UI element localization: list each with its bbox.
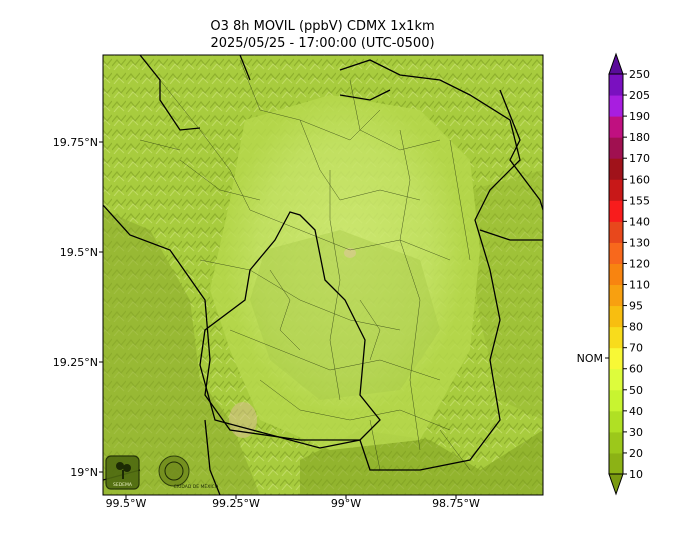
colorbar-tick-label: 60: [629, 363, 643, 376]
colorbar-segment: [609, 452, 623, 475]
colorbar-tick-label: 95: [629, 300, 643, 313]
elevated-patch: [229, 402, 257, 438]
colorbar-tick-label: 20: [629, 447, 643, 460]
sedema-logo: SEDEMA: [105, 455, 140, 490]
colorbar-tick-label: 140: [629, 215, 650, 228]
colorbar-segment: [609, 410, 623, 433]
lon-label-9925: 99.25°W: [212, 497, 260, 510]
lon-label-9875: 98.75°W: [432, 497, 480, 510]
colorbar-tick-label: 205: [629, 89, 650, 102]
colorbar-tick-label: 70: [629, 342, 643, 355]
colorbar-segment: [609, 137, 623, 159]
valley-core: [250, 230, 440, 400]
cdmx-logo: CIUDAD DE MÉXICO: [158, 455, 219, 490]
colorbar-segment: [609, 116, 623, 138]
cdmx-logo-text: CIUDAD DE MÉXICO: [174, 482, 219, 490]
colorbar-segment: [609, 347, 623, 370]
colorbar-outline: [608, 73, 624, 475]
colorbar-extend-max: [608, 52, 624, 75]
mountain-zone-west: [103, 210, 260, 495]
colorbar-tick-label: 10: [629, 468, 643, 481]
colorbar-tick-label: 130: [629, 236, 650, 249]
colorbar-segment: [609, 431, 623, 454]
lon-label-995: 99.5°W: [106, 497, 147, 510]
colorbar-tick-label: 180: [629, 131, 650, 144]
elevated-patch-2: [344, 248, 356, 258]
colorbar-segment: [609, 74, 623, 96]
colorbar-segment: [609, 95, 623, 117]
colorbar-segment: [609, 305, 623, 328]
colorbar-tick-label: 50: [629, 384, 643, 397]
lat-label-19: 19°N: [70, 466, 98, 479]
colorbar-tick-label: 170: [629, 152, 650, 165]
colorbar-tick-label: 160: [629, 173, 650, 186]
colorbar-segment: [609, 326, 623, 349]
colorbar-tick-label: 155: [629, 194, 650, 207]
lat-label-195: 19.5°N: [60, 246, 98, 259]
colorbar-segment: [609, 368, 623, 391]
sedema-logo-text: SEDEMA: [113, 482, 133, 488]
lat-label-1925: 19.25°N: [53, 356, 98, 369]
colorbar-segment: [609, 158, 623, 180]
colorbar: 10 20 30 40 50 60 70 80 95 110 120 130 140 155 160 170 1…: [608, 52, 650, 496]
map-title: O3 8h MOVIL (ppbV) CDMX 1x1km: [210, 19, 435, 34]
colorbar-tick-label: 40: [629, 405, 643, 418]
colorbar-segment: [609, 221, 623, 243]
lon-ticks: [125, 495, 457, 499]
colorbar-tick-label: 120: [629, 257, 650, 270]
map-subtitle: 2025/05/25 - 17:00:00 (UTC-0500): [210, 36, 435, 51]
lat-label-1975: 19.75°N: [53, 136, 98, 149]
map-panel: [103, 55, 543, 495]
colorbar-segment: [609, 263, 623, 286]
municipal-boundaries: [139, 59, 471, 471]
lat-ticks: [99, 141, 103, 473]
nom-label: NOM: [577, 352, 603, 365]
colorbar-segment: [609, 179, 623, 201]
lon-label-99: 99°W: [331, 497, 361, 510]
colorbar-tick-label: 250: [629, 68, 650, 81]
colorbar-tick-label: 30: [629, 426, 643, 439]
colorbar-tick-label: 110: [629, 279, 650, 292]
colorbar-tick-label: 80: [629, 321, 643, 334]
colorbar-segment: [609, 389, 623, 412]
colorbar-segment: [609, 200, 623, 222]
map-frame: [102, 54, 544, 496]
colorbar-segment: [609, 284, 623, 307]
colorbar-segment: [609, 242, 623, 264]
colorbar-tick-label: 190: [629, 110, 650, 123]
colorbar-extend-min: [608, 473, 624, 496]
